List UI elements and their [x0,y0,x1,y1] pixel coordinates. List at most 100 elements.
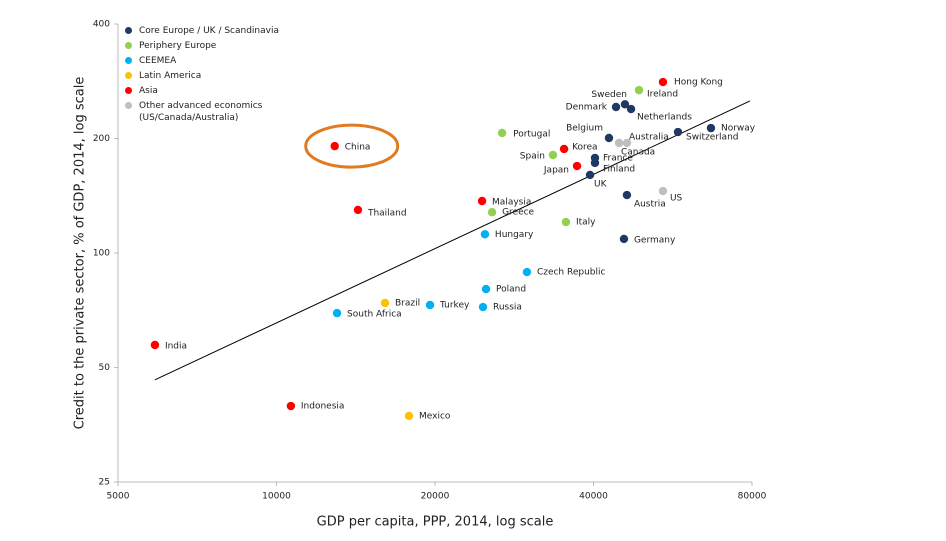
point-label: Canada [621,147,655,157]
legend-marker [125,42,132,49]
point-label: Hungary [495,230,534,240]
legend-label: CEEMEA [139,56,177,66]
y-tick-label: 400 [93,20,110,30]
trendline [154,100,751,381]
point [497,128,507,138]
x-tick-label: 10000 [262,492,291,502]
point-label: Netherlands [637,113,692,123]
point [330,141,339,151]
highlight [304,123,400,169]
point [150,340,160,350]
legend-label: Periphery Europe [139,41,217,51]
point-label: China [345,143,371,153]
point-label: Italy [576,218,596,228]
point-label: US [670,194,683,204]
point-label: Germany [634,235,676,245]
point-label: Belgium [566,124,603,134]
point-label: Poland [496,285,526,295]
point-label: Portugal [513,129,550,139]
point [585,170,595,180]
point-label: Norway [721,124,756,134]
point-label: Malaysia [492,197,531,207]
point [658,77,668,87]
legend-item: Asia [125,85,285,97]
point-label: Korea [572,142,598,152]
point-label: France [603,153,633,163]
point [380,298,390,308]
legend-item: CEEMEA [125,55,285,67]
legend: Core Europe / UK / Scandinavia Periphery … [125,25,285,127]
legend-item: Periphery Europe [125,40,285,52]
point [425,300,435,310]
point [673,127,683,137]
point-label: Australia [629,132,669,142]
point-label: Ireland [647,90,678,100]
point [626,104,636,114]
point-label: Sweden [591,90,627,100]
point-label: India [165,341,187,351]
point [634,85,644,95]
legend-label: Asia [139,86,158,96]
point [481,284,491,294]
y-tick-label: 25 [99,478,110,488]
y-tick-label: 50 [99,363,111,373]
point-label: Finland [603,164,635,174]
point-label: Japan [543,166,569,176]
point [286,401,296,411]
point [559,144,569,154]
legend-item: Latin America [125,70,285,82]
y-tick-label: 100 [93,249,110,259]
point [353,205,363,215]
point [548,150,558,160]
point-label: Hong Kong [674,78,723,88]
point-label: Mexico [419,411,451,421]
legend-item: Core Europe / UK / Scandinavia [125,25,285,37]
point [522,267,532,277]
point-label: Spain [520,151,545,161]
point [658,186,668,196]
point-label: Switzerland [686,133,739,143]
point-label: Greece [502,208,534,218]
point-label: South Africa [347,310,402,320]
point [622,190,632,200]
y-axis-title: Credit to the private sector, % of GDP, … [73,77,88,430]
x-axis-title: GDP per capita, PPP, 2014, log scale [317,515,554,530]
point [561,217,571,227]
point-label: Austria [634,200,666,210]
point-label: Turkey [439,300,470,310]
x-tick-label: 80000 [738,492,767,502]
point [706,123,716,133]
point [332,308,342,318]
legend-item: Other advanced economics (US/Canada/Aust… [125,100,285,124]
legend-marker [125,102,132,109]
point-label: Brazil [395,298,420,308]
point [590,158,600,168]
point [614,138,624,148]
point [604,133,614,143]
legend-marker [125,87,132,94]
x-tick-label: 40000 [579,492,608,502]
point-label: Thailand [367,208,407,218]
point [572,161,582,171]
legend-label: Core Europe / UK / Scandinavia [139,26,279,36]
point [622,138,632,148]
point-label: Indonesia [301,402,345,412]
point [480,230,490,239]
point [404,411,414,421]
point [619,234,629,244]
point-label: Russia [493,303,522,313]
x-tick-label: 20000 [421,492,450,502]
y-tick-label: 200 [93,134,110,144]
x-tick-label: 5000 [107,492,130,502]
point-label: UK [594,179,608,189]
legend-marker [125,27,132,34]
point [478,302,488,312]
legend-label: Latin America [139,71,202,81]
point [620,100,630,109]
point-label: Czech Republic [537,268,606,278]
legend-label: Other advanced economics (US/Canada/Aust… [139,101,263,123]
point [487,208,497,217]
point [611,102,621,112]
